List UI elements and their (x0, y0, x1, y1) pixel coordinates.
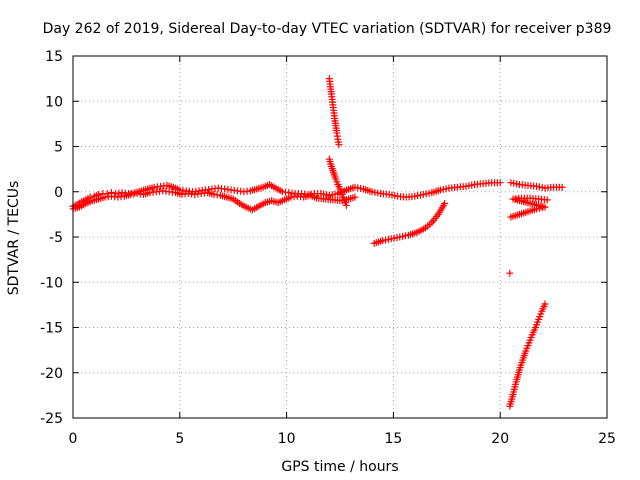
data-point (351, 193, 359, 201)
axis-ticks (72, 55, 608, 419)
series-steep-branch (506, 300, 549, 410)
series-lower-branch-a (325, 155, 350, 209)
data-point (103, 190, 111, 198)
y-tick-label: 10 (45, 94, 63, 110)
y-axis-label: SDTVAR / TECUs (6, 181, 22, 296)
x-tick-label: 15 (384, 431, 402, 447)
x-tick-label: 25 (598, 431, 616, 447)
x-axis-label: GPS time / hours (281, 459, 398, 475)
x-tick-label: 20 (491, 431, 509, 447)
x-tick-label: 0 (69, 431, 78, 447)
y-tick-label: -5 (49, 230, 63, 246)
y-tick-label: 5 (54, 140, 63, 156)
series-main-band-b (69, 187, 359, 214)
series-late-lower (507, 194, 551, 221)
series-descending-track (370, 200, 449, 247)
y-tick-label: 0 (54, 185, 63, 201)
data-point (558, 183, 566, 191)
data-point (541, 300, 549, 308)
data-points (69, 75, 566, 410)
y-tick-label: 15 (45, 49, 63, 65)
data-point (543, 196, 551, 204)
data-point (496, 179, 504, 187)
series-spike-branch (325, 75, 343, 149)
data-point (335, 141, 343, 149)
chart-title: Day 262 of 2019, Sidereal Day-to-day VTE… (43, 21, 612, 37)
x-tick-label: 5 (175, 431, 184, 447)
series-late-upper (507, 179, 566, 192)
data-point (441, 200, 449, 208)
x-tick-label: 10 (278, 431, 296, 447)
series-outlier (506, 269, 514, 277)
y-tick-label: -10 (40, 275, 63, 291)
y-tick-label: -20 (40, 366, 63, 382)
data-point (342, 201, 350, 209)
y-tick-label: -15 (40, 321, 63, 337)
tick-labels: 0 5 10 15 20 25 -25 -20 -15 -10 -5 0 5 10 15 (40, 49, 616, 447)
data-point (506, 269, 514, 277)
y-tick-label: -25 (40, 411, 63, 427)
